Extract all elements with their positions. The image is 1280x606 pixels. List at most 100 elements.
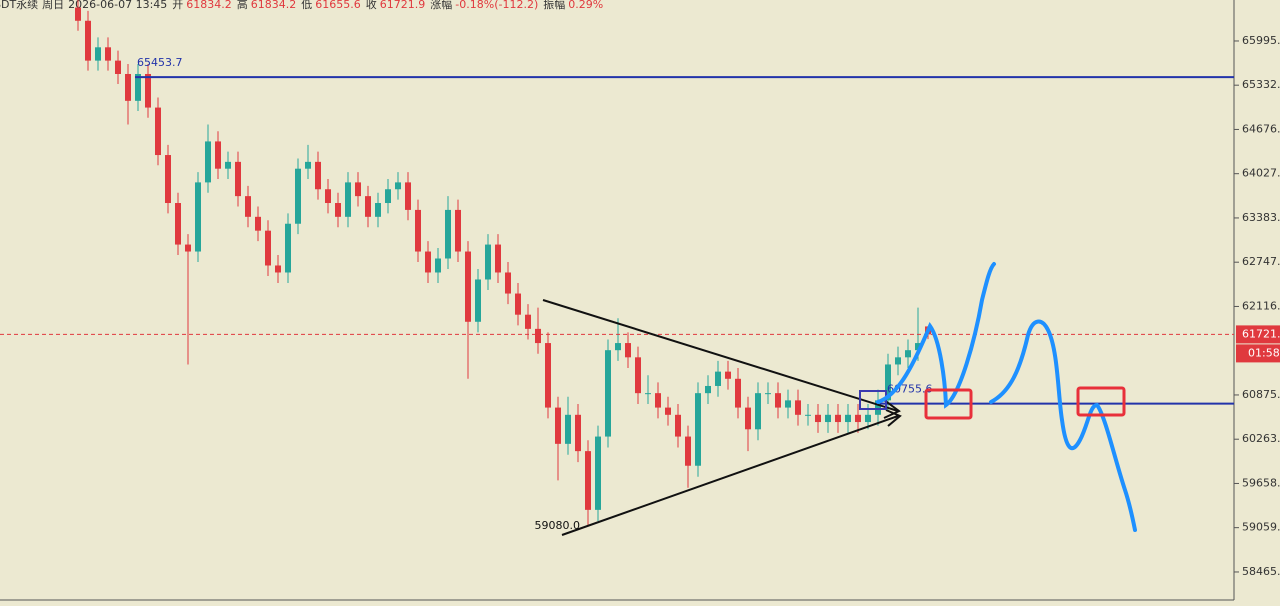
candle-body — [105, 47, 111, 61]
candle-body — [365, 196, 371, 217]
candle-body — [375, 203, 381, 217]
y-tick-label: 65995.1 — [1242, 34, 1280, 47]
countdown-box — [1236, 344, 1280, 363]
candle-body — [145, 73, 151, 108]
candle-body — [695, 393, 701, 466]
header-item: 61834.2 — [186, 0, 232, 11]
candle-body — [805, 414, 811, 416]
candle-body — [585, 451, 591, 510]
last-price-box — [1236, 325, 1280, 344]
candle-body — [355, 182, 361, 197]
candle-body — [245, 196, 251, 217]
candle-body — [735, 378, 741, 408]
header-item: 低 — [301, 0, 312, 11]
y-tick-label: 63383.8 — [1242, 211, 1280, 224]
candle-body — [435, 258, 441, 273]
candle-body — [205, 141, 211, 183]
candle-body — [255, 216, 261, 231]
candle-body — [905, 350, 911, 358]
y-tick-label: 64676.6 — [1242, 122, 1280, 135]
header-item: 61721.9 — [380, 0, 426, 11]
candle-body — [565, 414, 571, 444]
highlight-box — [1076, 386, 1126, 417]
candle-body — [575, 414, 581, 452]
candle-body — [535, 328, 541, 344]
candle-body — [835, 414, 841, 423]
candle-body — [475, 279, 481, 322]
candle-body — [385, 189, 391, 204]
candle-body — [515, 293, 521, 315]
candle-body — [615, 343, 621, 351]
header: SDT永续周日2026-06-07 13:45开61834.2高61834.2低… — [0, 0, 603, 11]
candle-body — [525, 314, 531, 329]
candle-body — [395, 182, 401, 190]
y-tick-label: 60263.6 — [1242, 432, 1280, 445]
candle-body — [345, 182, 351, 217]
arrow-head — [883, 399, 901, 419]
candle-body — [645, 393, 651, 395]
candle-body — [715, 371, 721, 386]
low-label: 59080.0 — [535, 519, 581, 532]
candle-body — [445, 209, 451, 259]
candle-body — [425, 251, 431, 273]
candle-body — [405, 182, 411, 210]
drawings — [542, 262, 1137, 536]
candle-body — [495, 244, 501, 273]
level-label: 65453.7 — [137, 56, 183, 69]
candle-body — [775, 393, 781, 408]
candle-body — [795, 400, 801, 415]
candle-body — [765, 393, 771, 395]
candle-body — [135, 73, 141, 101]
candle-body — [335, 203, 341, 217]
candle-body — [125, 73, 131, 101]
candle-body — [175, 203, 181, 245]
candle-body — [295, 168, 301, 224]
header-item: SDT永续 — [0, 0, 38, 11]
candle-body — [605, 350, 611, 437]
candle-body — [865, 414, 871, 423]
candle-body — [875, 400, 881, 415]
y-tick-label: 64027.0 — [1242, 167, 1280, 180]
candle-body — [675, 414, 681, 437]
trend-line — [561, 415, 899, 536]
header-item: 61655.6 — [315, 0, 361, 11]
price-axis: 65995.1 65332.9 64676.6 64027.0 63383.8 62747… — [1234, 34, 1280, 578]
candle-body — [825, 414, 831, 423]
candle-body — [785, 400, 791, 408]
header-item: 涨幅 — [430, 0, 452, 11]
header-text: SDT永续周日2026-06-07 13:45开61834.2高61834.2低… — [0, 0, 603, 11]
candle-body — [635, 357, 641, 394]
candle-body — [115, 60, 121, 74]
candle-body — [315, 161, 321, 190]
candle-body — [275, 265, 281, 273]
candle-body — [185, 244, 191, 252]
candle-body — [845, 414, 851, 423]
y-tick-label: 58465.7 — [1242, 565, 1280, 578]
candle-body — [505, 272, 511, 294]
candle-body — [595, 436, 601, 510]
y-tick-label: 59059.7 — [1242, 521, 1280, 534]
candle-body — [225, 161, 231, 169]
candle-body — [855, 414, 861, 423]
countdown-label: 01:58 — [1248, 346, 1280, 359]
header-item: 振幅 — [543, 0, 565, 11]
header-item: -0.18%(-112.2) — [455, 0, 538, 11]
highlight-box — [924, 388, 973, 420]
trend-line — [542, 299, 899, 412]
candle-body — [165, 155, 171, 204]
candle-body — [215, 141, 221, 169]
candle-body — [725, 371, 731, 379]
candle-body — [555, 407, 561, 444]
candle-body — [195, 182, 201, 252]
candle-body — [755, 393, 761, 430]
candle-body — [85, 20, 91, 61]
header-item: 0.29% — [568, 0, 603, 11]
candle-body — [545, 343, 551, 408]
candle-body — [455, 209, 461, 252]
candle-body — [915, 343, 921, 351]
header-item: 61834.2 — [251, 0, 297, 11]
candle-body — [705, 385, 711, 394]
